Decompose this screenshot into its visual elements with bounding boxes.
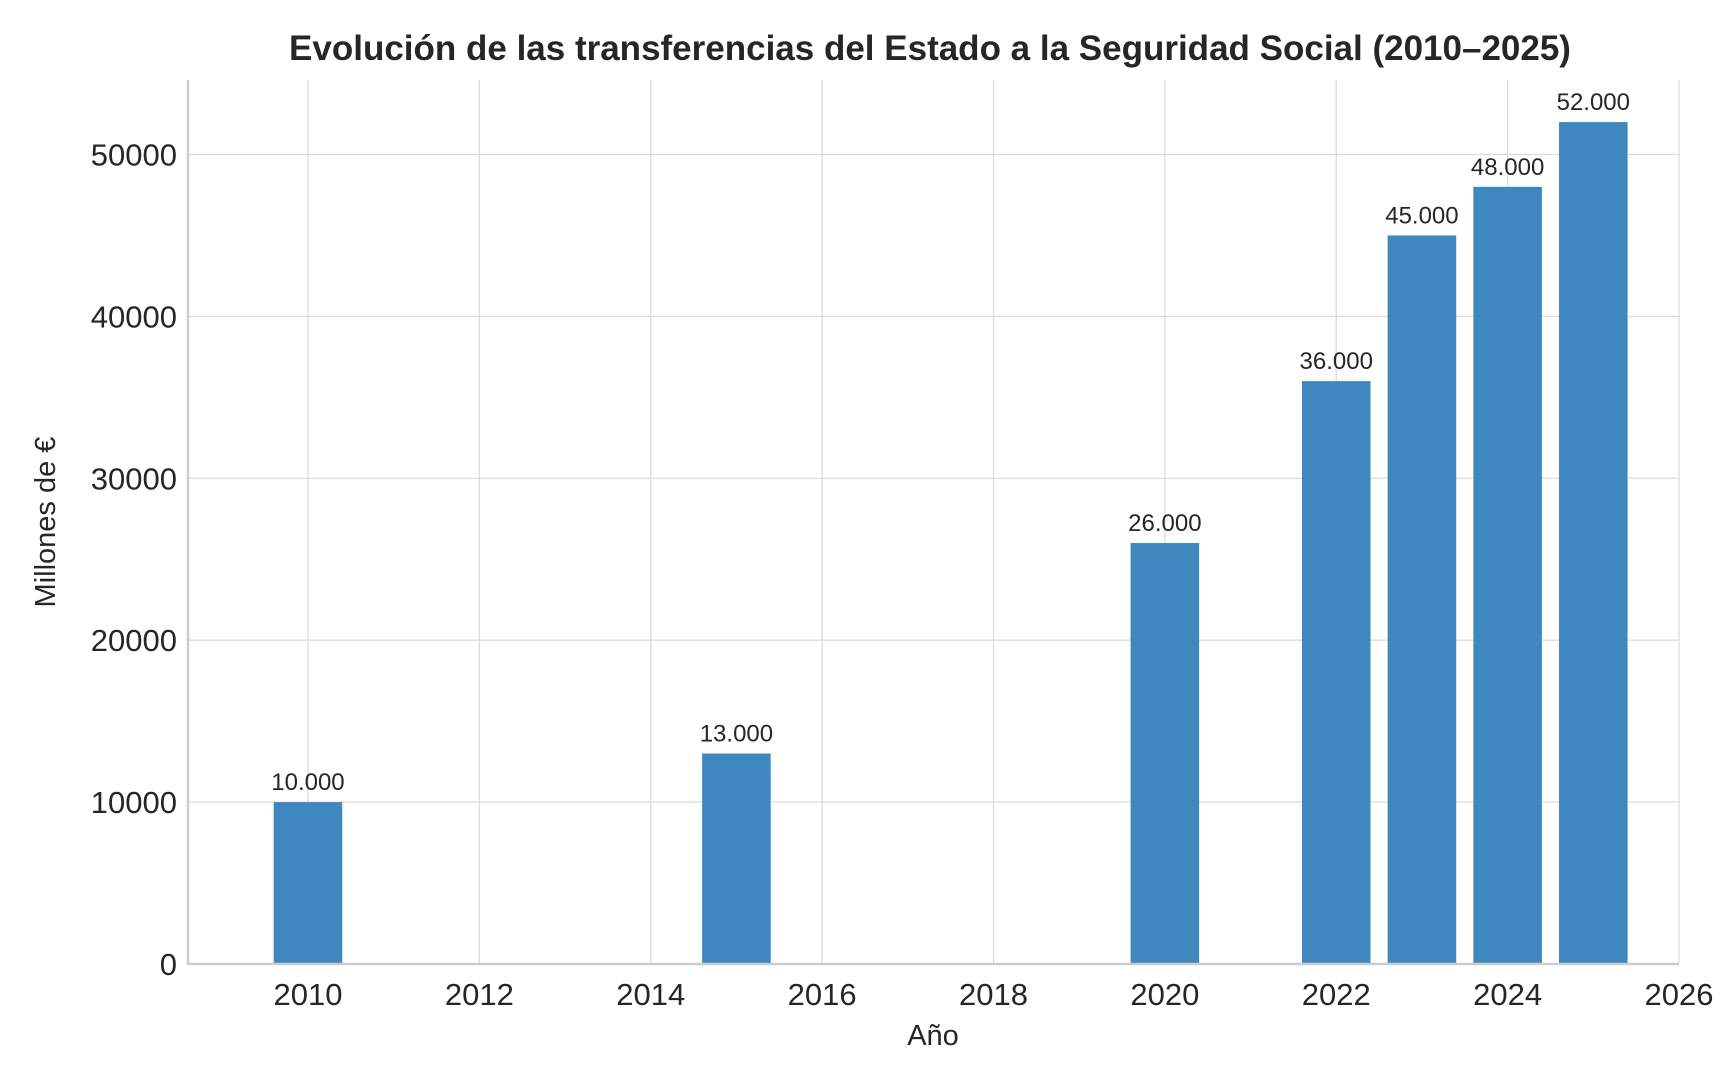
data-label: 45.000 xyxy=(1385,202,1458,229)
y-tick-label: 30000 xyxy=(91,461,177,496)
bar xyxy=(1559,122,1628,965)
data-label: 52.000 xyxy=(1557,89,1630,116)
x-tick-label: 2012 xyxy=(445,977,514,1012)
bar xyxy=(1130,543,1200,964)
bar xyxy=(273,802,343,964)
x-tick-label: 2024 xyxy=(1473,977,1542,1012)
x-tick-label: 2020 xyxy=(1130,977,1199,1012)
y-axis-label: Millones de € xyxy=(30,437,62,608)
x-axis-label: Año xyxy=(907,1020,959,1052)
bar xyxy=(1387,235,1457,964)
bar xyxy=(1301,381,1371,965)
data-label: 26.000 xyxy=(1128,510,1201,537)
x-tick-label: 2018 xyxy=(959,977,1028,1012)
x-tick-label: 2016 xyxy=(788,977,857,1012)
data-label: 10.000 xyxy=(271,769,344,796)
x-tick-label: 2014 xyxy=(616,977,685,1012)
y-tick-label: 10000 xyxy=(91,785,177,820)
y-tick-label: 50000 xyxy=(91,137,177,172)
data-label: 48.000 xyxy=(1471,154,1544,181)
bar xyxy=(702,753,771,964)
bar xyxy=(1473,186,1542,964)
y-tick-label: 0 xyxy=(160,947,177,982)
data-label: 13.000 xyxy=(700,721,773,748)
x-tick-label: 2022 xyxy=(1302,977,1371,1012)
y-tick-label: 20000 xyxy=(91,623,177,658)
y-tick-label: 40000 xyxy=(91,299,177,334)
x-tick-label: 2026 xyxy=(1645,977,1714,1012)
bars: 10.000 13.000 26.000 36.000 45.000 48.000 52.0… xyxy=(271,89,1630,965)
x-tick-label: 2010 xyxy=(273,977,342,1012)
data-label: 36.000 xyxy=(1300,348,1373,375)
axes: 2010 2012 2014 2016 2018 2020 2022 2024 2026 0 100… xyxy=(91,80,1714,1012)
chart-title: Evolución de las transferencias del Esta… xyxy=(289,29,1571,68)
